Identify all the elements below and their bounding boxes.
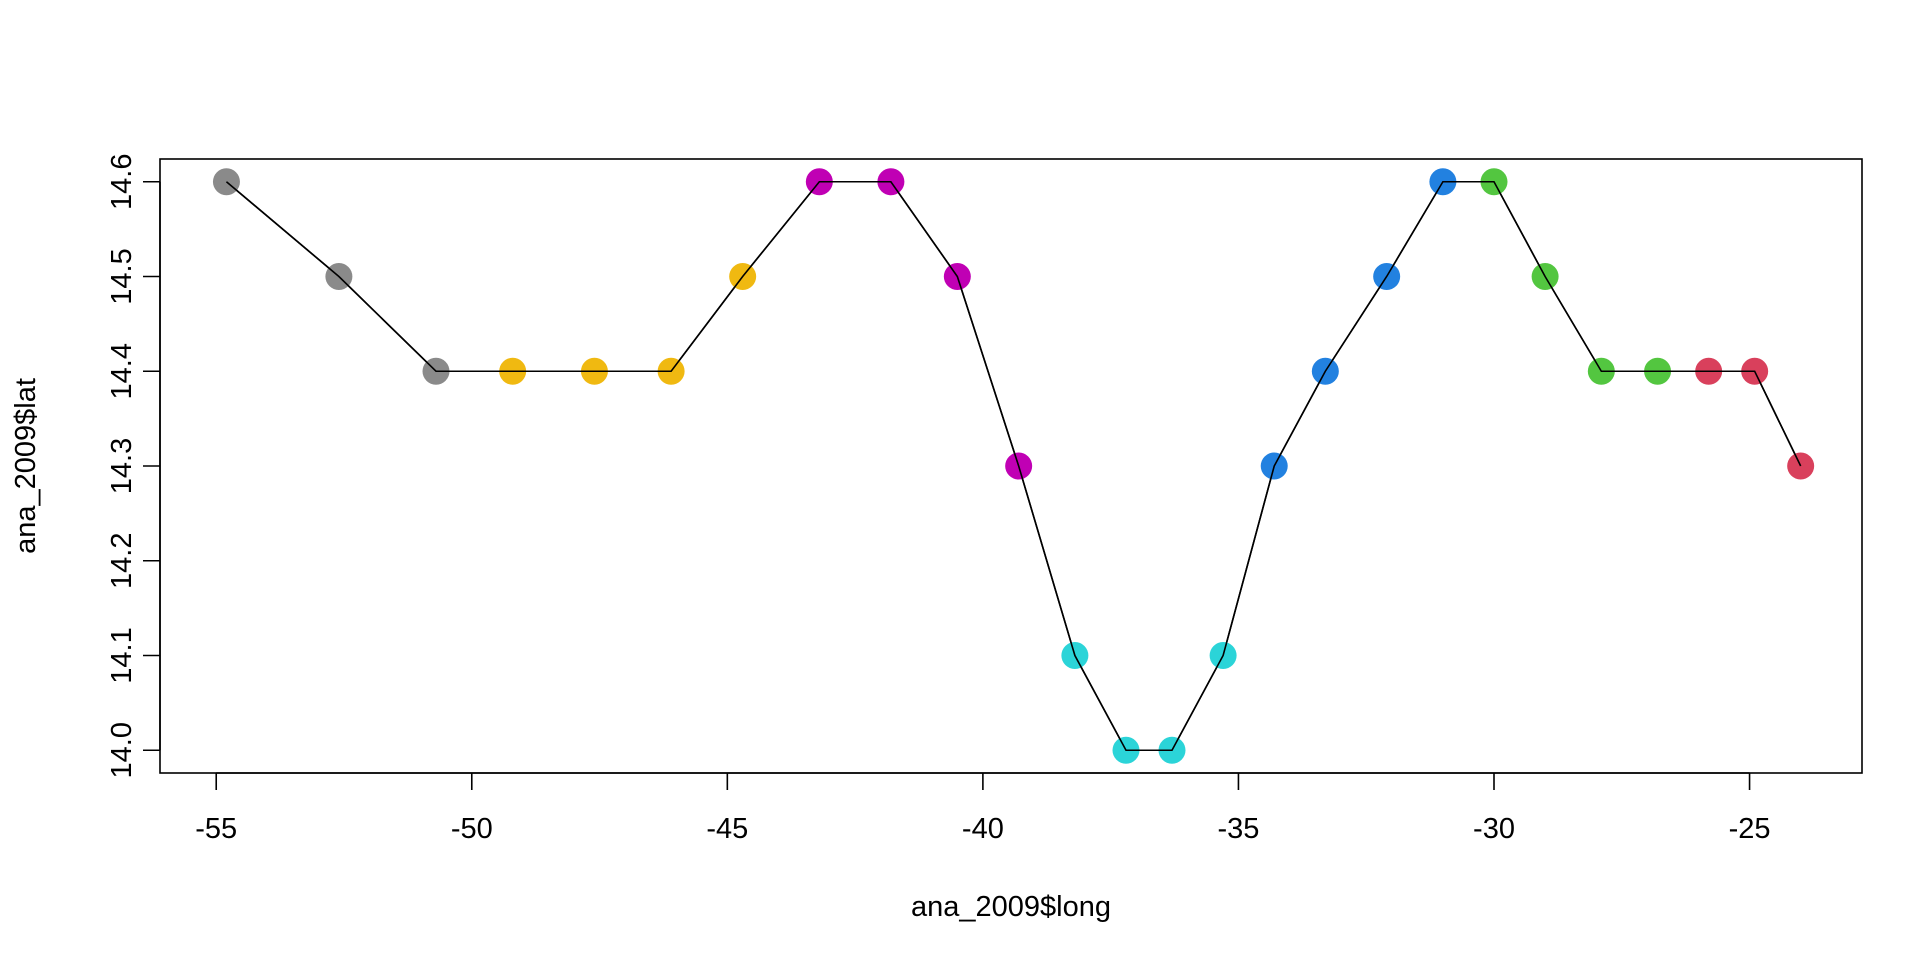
y-tick-label: 14.3 (106, 438, 138, 494)
y-axis-title: ana_2009$lat (10, 378, 42, 554)
y-tick-label: 14.4 (106, 343, 138, 399)
x-tick-label: -55 (195, 813, 237, 845)
data-points (212, 168, 1815, 764)
x-tick-label: -50 (451, 813, 493, 845)
series-line (225, 180, 1802, 752)
x-tick-label: -40 (962, 813, 1004, 845)
x-tick-label: -25 (1729, 813, 1771, 845)
x-tick-label: -30 (1473, 813, 1515, 845)
x-axis-title: ana_2009$long (911, 891, 1111, 923)
y-tick-label: 14.0 (106, 722, 138, 778)
x-axis: -55 -50 -45 -40 -35 -30 -25 (195, 772, 1771, 845)
y-tick-label: 14.2 (106, 533, 138, 589)
x-tick-label: -35 (1217, 813, 1259, 845)
y-tick-label: 14.6 (106, 154, 138, 210)
x-tick-label: -45 (706, 813, 748, 845)
y-axis: 14.0 14.1 14.2 14.3 14.4 14.5 14.6 (106, 154, 161, 778)
y-tick-label: 14.1 (106, 627, 138, 683)
y-tick-label: 14.5 (106, 248, 138, 304)
